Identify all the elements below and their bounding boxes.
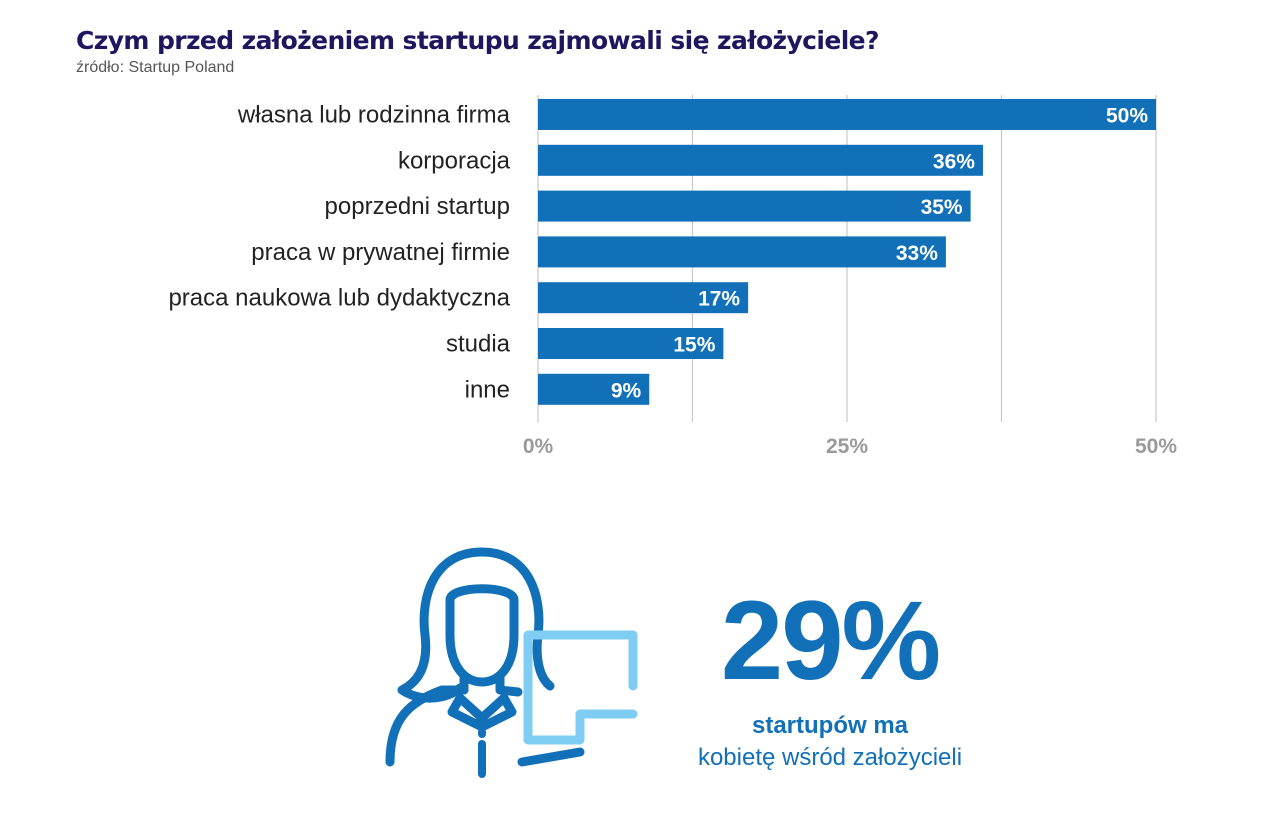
- data-label: 9%: [611, 379, 642, 402]
- bars: 50% 36% 35% 33% 17% 15% 9%: [538, 99, 1156, 405]
- stat-caption-line1: startupów ma: [751, 712, 909, 739]
- bar: [538, 236, 946, 268]
- bar-chart: 50% 36% 35% 33% 17% 15% 9% własna lub rodzinna…: [168, 95, 1178, 458]
- data-label: 15%: [673, 334, 715, 357]
- stat-value: 29%: [720, 578, 941, 703]
- category-label: praca naukowa lub dydaktyczna: [168, 285, 510, 312]
- right-shoulder: [517, 747, 585, 767]
- accent-frame: [523, 630, 638, 745]
- category-label: własna lub rodzinna firma: [237, 102, 511, 129]
- category-label: korporacja: [398, 147, 511, 174]
- data-label: 50%: [1106, 105, 1148, 128]
- stat-caption-line2: kobietę wśród założycieli: [697, 744, 963, 771]
- data-label: 17%: [698, 288, 740, 311]
- x-tick-label: 0%: [523, 435, 554, 458]
- category-label: inne: [465, 376, 510, 403]
- category-label: praca w prywatnej firmie: [251, 239, 510, 266]
- woman-founder-icon: [385, 547, 638, 778]
- bar: [538, 190, 971, 222]
- bar: [538, 328, 724, 359]
- x-tick-label: 50%: [1135, 435, 1177, 458]
- bar: [538, 144, 983, 176]
- bar: [538, 282, 749, 314]
- axis-ticks: 0% 25% 50%: [523, 435, 1178, 458]
- data-label: 33%: [896, 242, 938, 265]
- data-label: 35%: [921, 196, 963, 219]
- collar: [447, 693, 517, 731]
- shoulders: [385, 685, 523, 767]
- hair-outline-right: [477, 547, 555, 691]
- face: [445, 584, 519, 687]
- bar: [538, 373, 650, 405]
- chart-source: źródło: Startup Poland: [76, 59, 235, 76]
- category-labels: własna lub rodzinna firma korporacja poprz…: [168, 102, 510, 404]
- chart-title: Czym przed założeniem startupu zajmowali…: [76, 26, 880, 55]
- data-label: 36%: [933, 150, 975, 173]
- x-tick-label: 25%: [826, 435, 868, 458]
- category-label: poprzedni startup: [325, 193, 510, 220]
- category-label: studia: [446, 331, 511, 358]
- bar: [538, 99, 1156, 130]
